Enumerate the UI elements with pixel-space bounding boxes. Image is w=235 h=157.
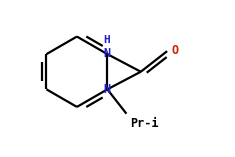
Text: N: N bbox=[103, 83, 110, 96]
Text: O: O bbox=[171, 44, 178, 57]
Text: Pr-i: Pr-i bbox=[130, 117, 158, 130]
Text: N: N bbox=[103, 47, 110, 60]
Text: H: H bbox=[103, 35, 110, 45]
